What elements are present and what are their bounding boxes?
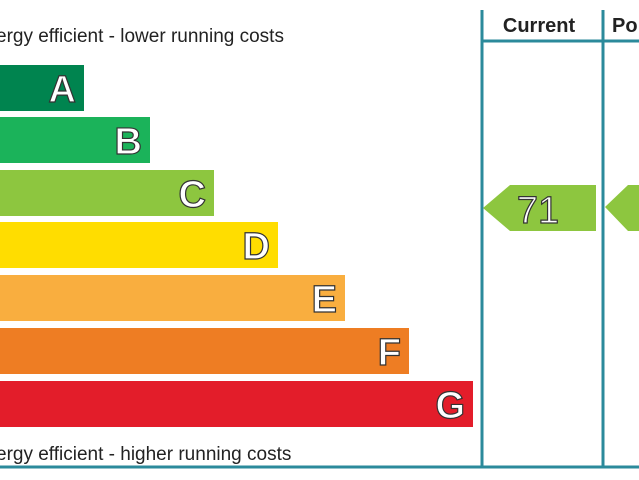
band-letter: B — [115, 121, 142, 163]
band — [0, 117, 150, 163]
band — [0, 275, 345, 321]
top-label: ergy efficient - lower running costs — [0, 26, 284, 47]
band-letter: A — [49, 69, 76, 111]
bottom-label: ergy efficient - higher running costs — [0, 444, 291, 465]
column-header: Current — [503, 15, 576, 37]
band — [0, 65, 84, 111]
column-header: Po — [612, 15, 638, 37]
frame — [0, 10, 639, 469]
band — [0, 381, 473, 427]
band — [0, 328, 409, 374]
potential-arrow — [605, 185, 639, 231]
band-letter: C — [179, 174, 206, 216]
band-letter: G — [435, 385, 465, 427]
current-value: 71 — [517, 190, 559, 232]
current-arrow — [483, 185, 596, 231]
band-letter: D — [243, 226, 270, 268]
band-letter: F — [378, 332, 401, 374]
band — [0, 222, 278, 268]
band — [0, 170, 214, 216]
band-letter: E — [312, 279, 337, 321]
